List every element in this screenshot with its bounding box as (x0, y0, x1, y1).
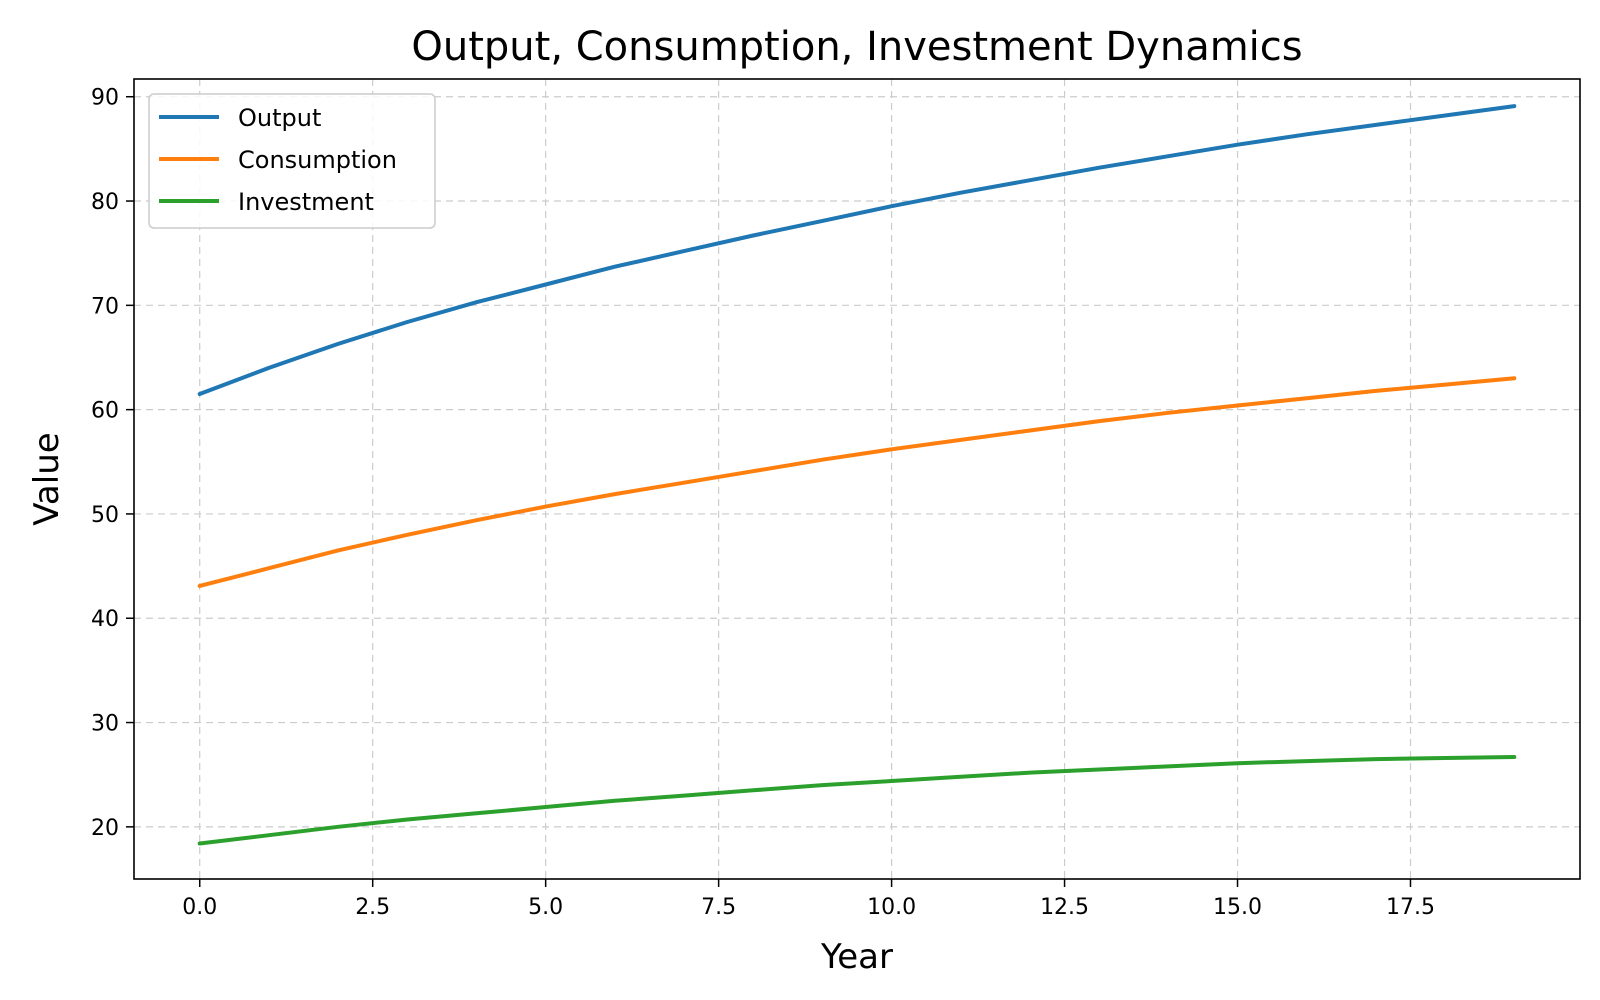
x-tick-label: 0.0 (182, 895, 217, 920)
y-tick-label: 30 (91, 712, 119, 737)
x-tick-label: 5.0 (528, 895, 563, 920)
x-tick-label: 17.5 (1386, 895, 1435, 920)
series-line-consumption (197, 376, 1517, 588)
y-tick-label: 20 (91, 816, 119, 841)
y-tick-label: 70 (91, 294, 119, 319)
plot-frame (133, 78, 1581, 880)
x-axis: 0.0 2.5 5.0 7.5 10.0 12.5 15.0 17.5 (182, 879, 1435, 920)
x-tick-label: 15.0 (1213, 895, 1262, 920)
x-tick-label: 10.0 (867, 895, 916, 920)
y-tick-label: 80 (91, 190, 119, 215)
x-tick-label: 2.5 (355, 895, 390, 920)
y-tick-label: 90 (91, 86, 119, 111)
series-line-output (197, 104, 1517, 396)
legend-label-investment: Investment (238, 188, 374, 216)
x-axis-label: Year (820, 937, 893, 977)
chart-title: Output, Consumption, Investment Dynamics (411, 24, 1302, 70)
series-line-investment (197, 755, 1517, 846)
y-axis: 20 30 40 50 60 70 80 90 (91, 86, 134, 841)
series-lines (197, 104, 1517, 846)
y-axis-label: Value (27, 432, 67, 525)
x-tick-label: 12.5 (1040, 895, 1089, 920)
legend-label-consumption: Consumption (238, 146, 397, 174)
y-tick-label: 40 (91, 607, 119, 632)
y-tick-label: 50 (91, 503, 119, 528)
legend-box (148, 93, 436, 229)
y-tick-label: 60 (91, 399, 119, 424)
x-tick-label: 7.5 (701, 895, 736, 920)
grid-lines (134, 79, 1580, 879)
legend-label-output: Output (238, 104, 321, 132)
legend: Output Consumption Investment (148, 93, 436, 229)
